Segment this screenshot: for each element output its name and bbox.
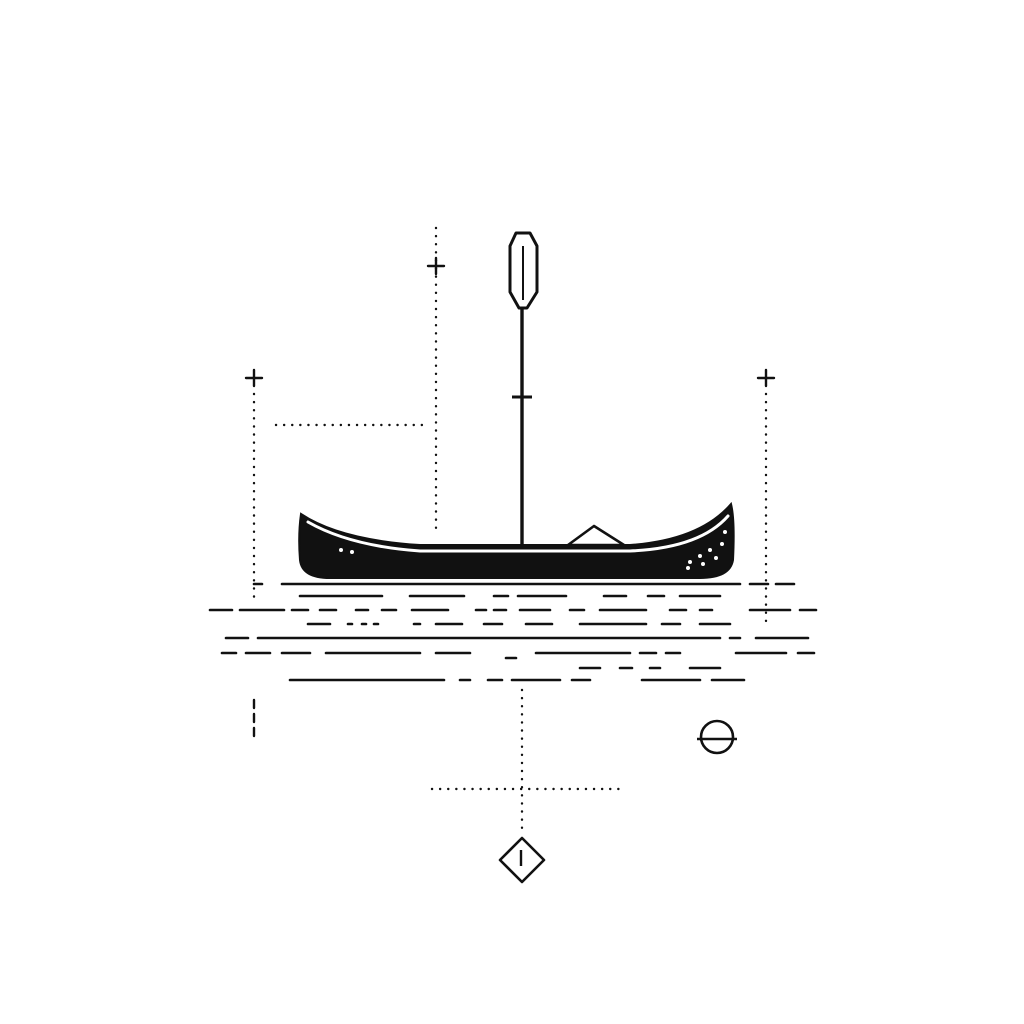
circle-bar-icon <box>697 719 737 755</box>
diamond-marker-icon <box>498 836 546 884</box>
canoe-icon <box>298 501 735 579</box>
canoe-speckles <box>339 530 727 570</box>
paddle-icon <box>508 231 539 545</box>
water-lines <box>208 582 818 682</box>
dotted-guides <box>252 226 768 834</box>
crosshair-plus-icon <box>244 256 776 388</box>
